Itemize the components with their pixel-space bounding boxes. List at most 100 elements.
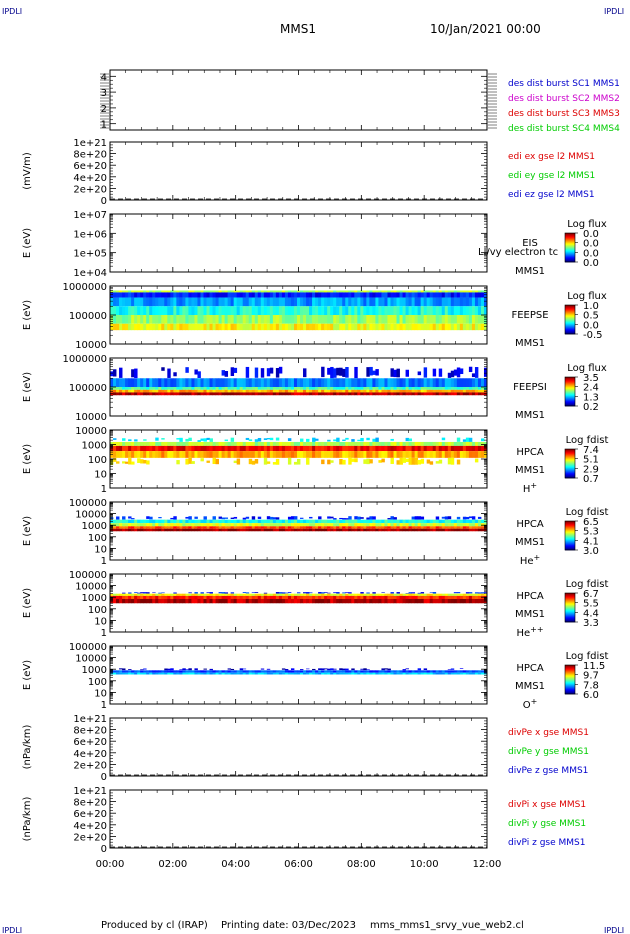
heatmap-cell xyxy=(128,387,132,390)
heatmap-cell xyxy=(137,670,141,673)
heatmap-cell xyxy=(309,670,313,673)
heatmap-cell xyxy=(333,668,337,670)
heatmap-cell xyxy=(152,672,156,675)
heatmap-cell xyxy=(474,441,479,446)
heatmap-cell xyxy=(450,441,455,446)
heatmap-cell xyxy=(318,392,322,396)
heatmap-cell xyxy=(450,519,455,524)
heatmap-cell xyxy=(206,445,210,452)
heatmap-cell xyxy=(275,523,280,527)
heatmap-cell xyxy=(197,528,201,532)
heatmap-cell xyxy=(251,516,256,520)
heatmap-cell xyxy=(474,315,479,324)
heatmap-cell xyxy=(239,523,244,527)
heatmap-cell xyxy=(254,445,259,452)
heatmap-cell xyxy=(411,292,416,298)
heatmap-cell xyxy=(312,593,316,596)
heatmap-cell xyxy=(251,519,256,524)
heatmap-cell xyxy=(254,315,259,324)
heatmap-cell xyxy=(170,599,174,604)
heatmap-cell xyxy=(405,451,409,458)
heatmap-cell xyxy=(429,526,434,529)
heatmap-cell xyxy=(330,292,334,298)
heatmap-cell xyxy=(137,387,141,390)
heatmap-cell xyxy=(113,290,117,293)
heatmap-cell xyxy=(164,297,168,307)
heatmap-cell xyxy=(390,392,394,396)
heatmap-cell xyxy=(122,670,126,673)
heatmap-cell xyxy=(239,323,244,331)
heatmap-cell xyxy=(345,672,349,675)
heatmap-cell xyxy=(402,387,406,390)
heatmap-cell xyxy=(281,526,286,529)
heatmap-cell xyxy=(173,441,177,446)
colorbar-cell xyxy=(565,377,575,380)
heatmap-cell xyxy=(399,519,403,524)
colorbar-cell xyxy=(565,398,575,400)
heatmap-cell xyxy=(221,528,226,532)
heatmap-cell xyxy=(290,672,295,675)
heatmap-cell xyxy=(351,315,355,324)
heatmap-cell xyxy=(441,389,446,393)
heatmap-cell xyxy=(300,528,304,532)
heatmap-cell xyxy=(161,367,165,371)
heatmap-cell xyxy=(435,441,440,446)
heatmap-cell xyxy=(390,323,394,331)
heatmap-cell xyxy=(188,593,192,596)
heatmap-cell xyxy=(158,526,162,529)
heatmap-cell xyxy=(152,526,156,529)
heatmap-cell xyxy=(254,526,259,529)
heatmap-cell xyxy=(471,297,476,307)
heatmap-cell xyxy=(354,378,358,387)
heatmap-cell xyxy=(441,519,446,524)
heatmap-cell xyxy=(447,523,452,527)
heatmap-cell xyxy=(185,323,189,331)
heatmap-cell xyxy=(336,392,340,396)
heatmap-cell xyxy=(212,290,216,293)
heatmap-cell xyxy=(293,461,298,465)
heatmap-cell xyxy=(275,378,280,387)
heatmap-cell xyxy=(278,306,283,315)
heatmap-cell xyxy=(260,523,265,527)
heatmap-cell xyxy=(345,668,349,671)
heatmap-cell xyxy=(218,670,222,673)
heatmap-cell xyxy=(281,523,286,527)
heatmap-cell xyxy=(366,593,370,596)
heatmap-cell xyxy=(417,315,422,324)
heatmap-cell xyxy=(399,672,403,675)
colorbar-cell xyxy=(565,252,575,254)
heatmap-cell xyxy=(224,672,229,675)
heatmap-cell xyxy=(173,451,177,458)
heatmap-cell xyxy=(327,670,331,673)
heatmap-cell xyxy=(125,392,129,396)
heatmap-cell xyxy=(215,593,219,596)
heatmap-cell xyxy=(354,366,358,379)
colorbar-title: Log flux xyxy=(567,291,607,302)
heatmap-cell xyxy=(369,306,373,315)
heatmap-cell xyxy=(399,451,403,458)
heatmap-cell xyxy=(119,378,123,387)
heatmap-cell xyxy=(450,445,455,452)
heatmap-cell xyxy=(128,392,132,396)
heatmap-cell xyxy=(399,392,403,396)
heatmap-cell xyxy=(393,441,397,446)
heatmap-cell xyxy=(366,367,370,377)
heatmap-cell xyxy=(330,670,334,673)
heatmap-cell xyxy=(245,389,250,393)
heatmap-cell xyxy=(140,392,144,396)
heatmap-cell xyxy=(161,290,165,293)
heatmap-cell xyxy=(360,526,364,529)
heatmap-cell xyxy=(143,389,147,393)
heatmap-cell xyxy=(405,323,409,331)
heatmap-cell xyxy=(378,387,382,390)
heatmap-cell xyxy=(357,670,361,673)
heatmap-cell xyxy=(429,672,434,675)
heatmap-cell xyxy=(167,368,171,378)
heatmap-cell xyxy=(462,593,467,596)
heatmap-cell xyxy=(438,445,443,452)
heatmap-cell xyxy=(158,592,162,594)
heatmap-cell xyxy=(242,306,247,315)
heatmap-cell xyxy=(372,592,376,594)
heatmap-cell xyxy=(212,445,216,452)
heatmap-cell xyxy=(429,315,434,324)
